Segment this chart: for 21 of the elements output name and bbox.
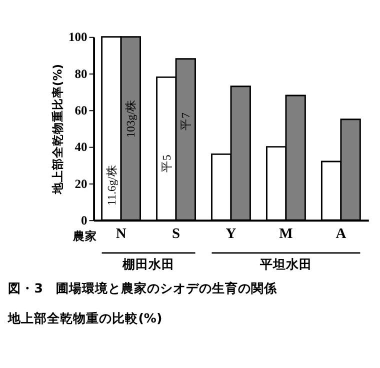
y-tick-label: 20 [74,176,88,191]
x-tick-label: Y [226,226,237,242]
y-tick-label: 60 [74,104,88,118]
y-axis-title: 地上部全乾物重比率(%) [50,64,65,196]
y-tick-label: 0 [81,213,88,228]
text: 図・3 圃場環境と農家のシオデの生育の関係 [8,280,278,296]
x-tick-label: N [116,226,127,242]
annotation: 平5 [160,154,174,172]
annotation: 11.6g/株 [105,164,118,206]
x-tick-label: A [336,226,347,242]
annotation: 平7 [179,112,192,130]
x-tick-label: S [172,226,180,242]
text: 棚田水田 [122,256,175,272]
x-axis-title: 農家 [72,228,97,243]
annotation: 103g/株 [124,99,138,138]
text: 地上部全乾物重の比較(%) [7,310,162,326]
y-tick-label: 40 [74,140,88,154]
text: 平坦水田 [258,256,312,272]
x-tick-label: M [279,226,294,242]
y-tick-label: 100 [68,30,88,44]
y-tick-label: 80 [74,66,88,81]
